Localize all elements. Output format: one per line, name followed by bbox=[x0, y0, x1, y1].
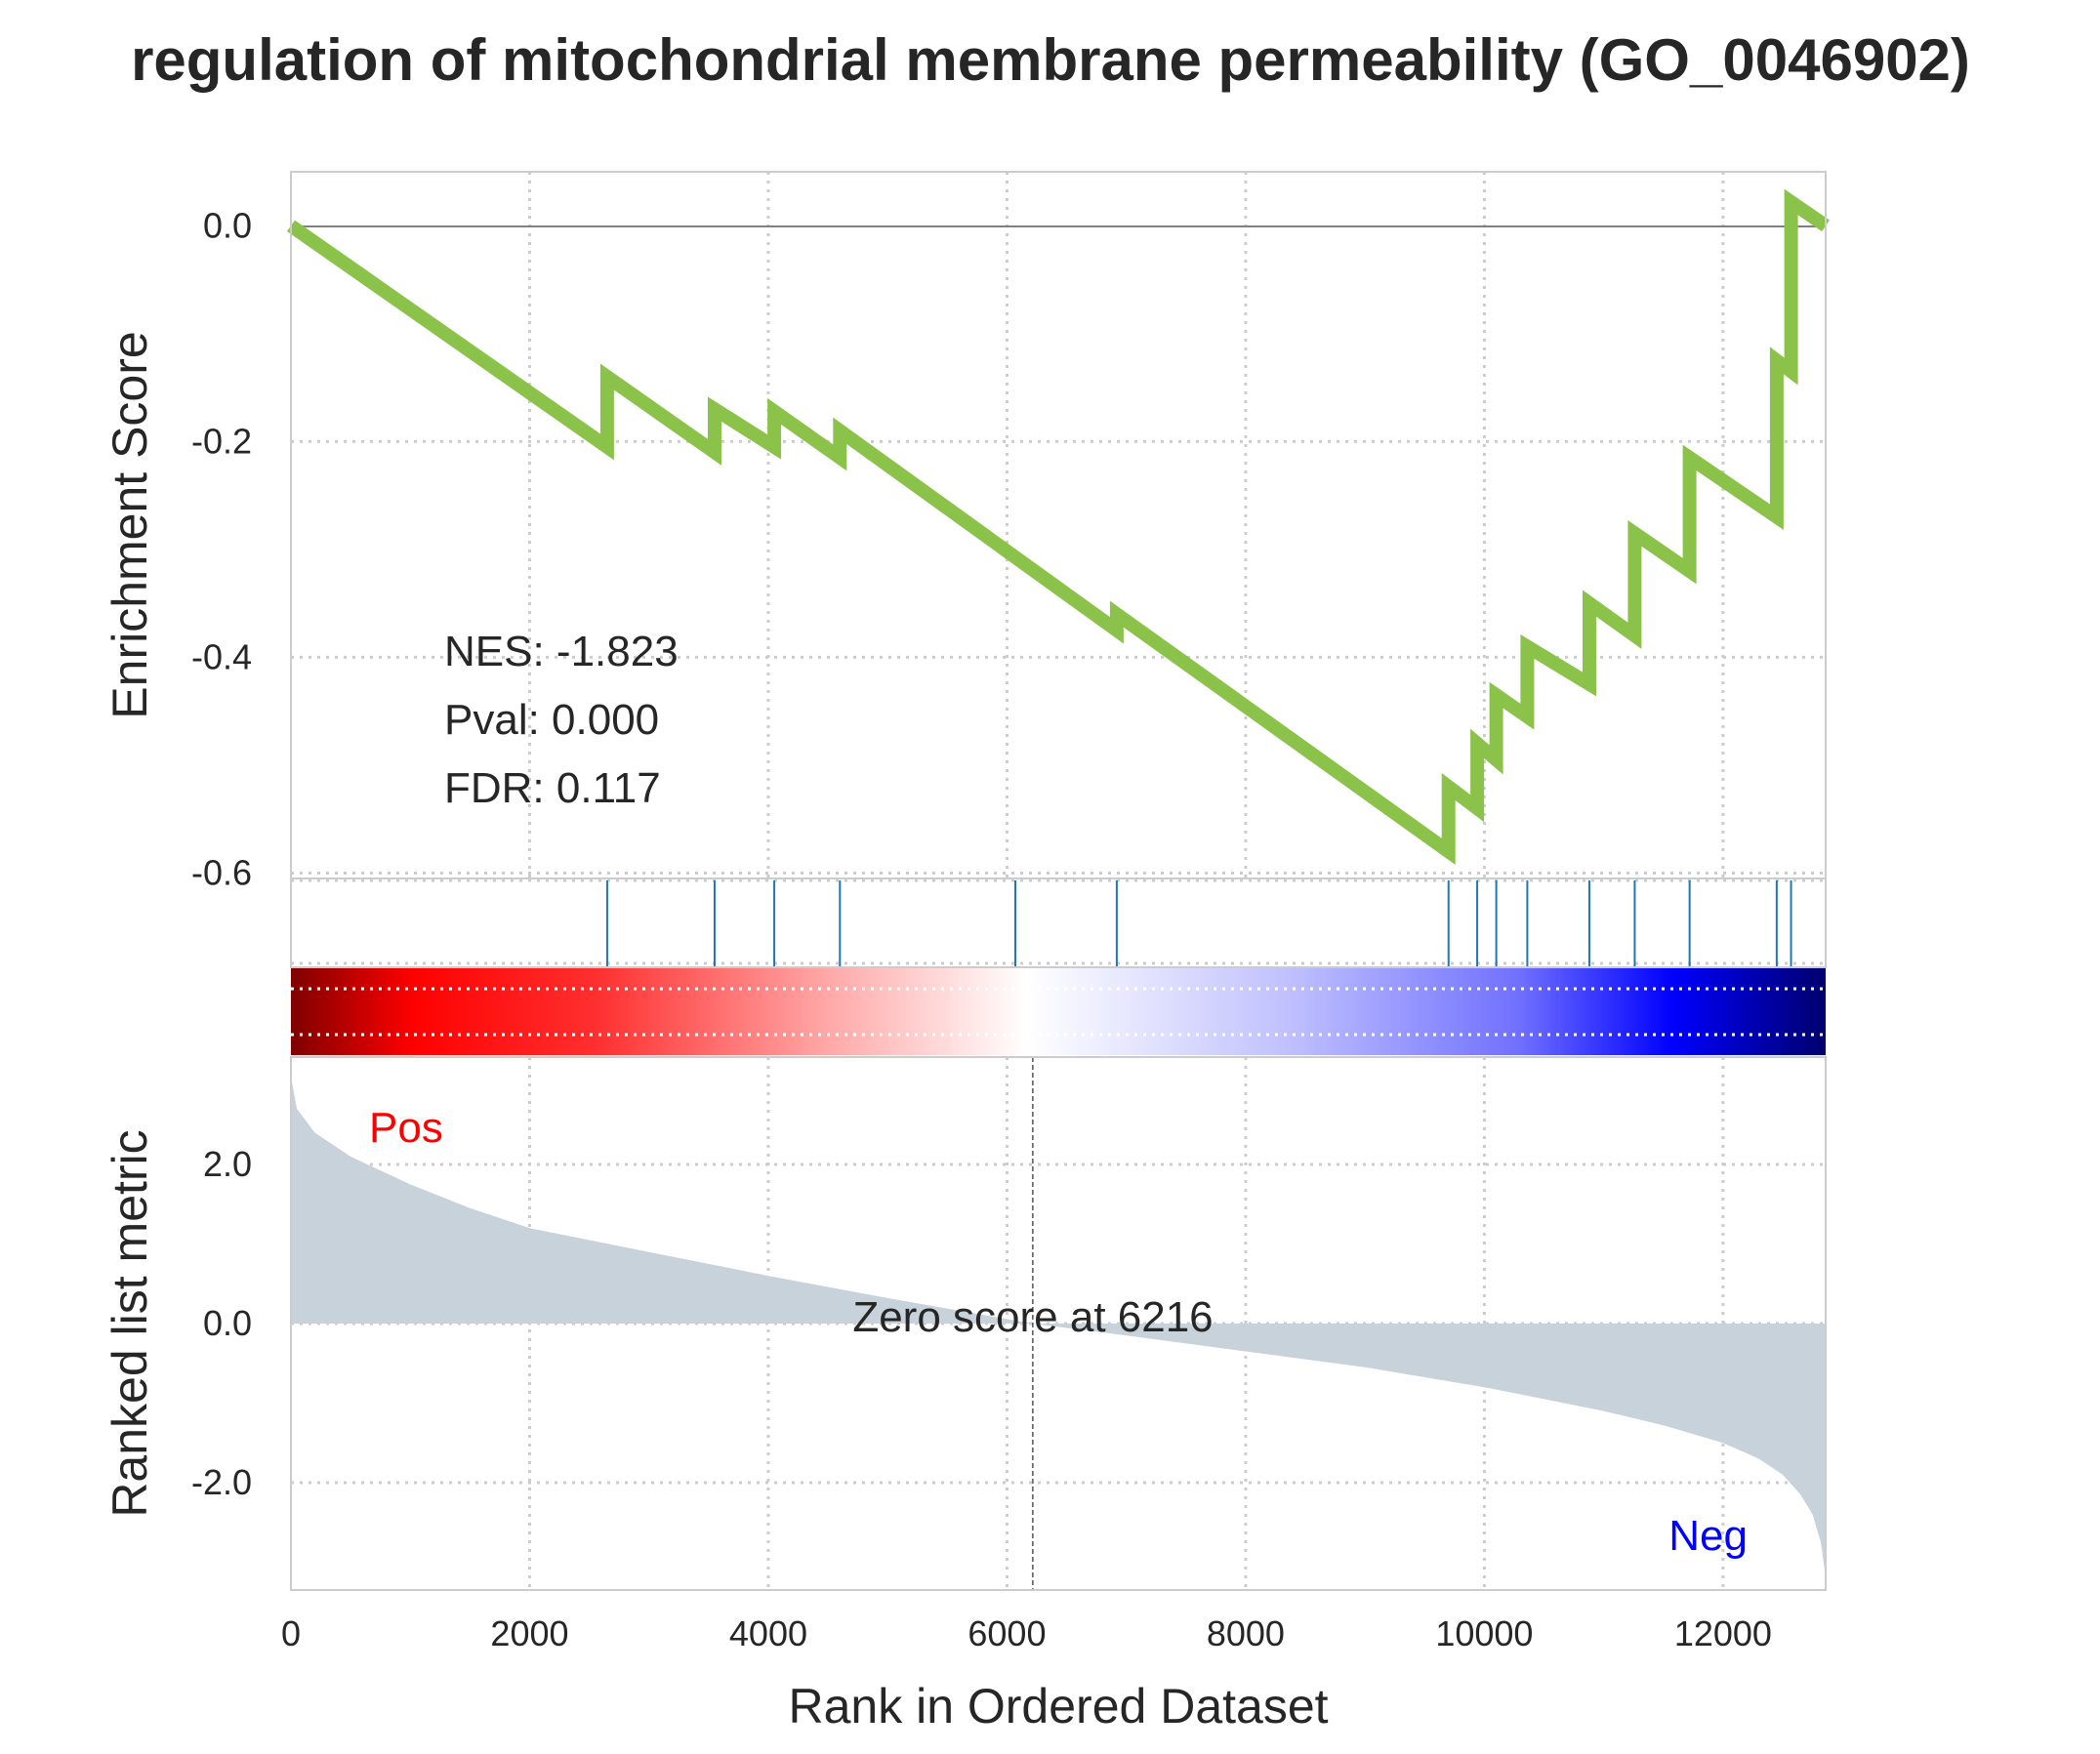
es-panel: 0.0 -0.2 -0.4 -0.6 Enrichment Score NES: -1… bbox=[103, 171, 1830, 892]
metric-y-tick-label: 2.0 bbox=[203, 1144, 252, 1184]
x-tick-label: 2000 bbox=[490, 1613, 568, 1653]
fdr-label: FDR: 0.117 bbox=[444, 764, 661, 812]
metric-y-axis-label: Ranked list metric bbox=[103, 1129, 157, 1517]
es-y-tick-label: 0.0 bbox=[203, 205, 252, 245]
hits-panel bbox=[290, 877, 1827, 968]
ranked-metric-area bbox=[291, 1077, 1826, 1578]
chart-title: regulation of mitochondrial membrane per… bbox=[131, 27, 1970, 93]
pval-label: Pval: 0.000 bbox=[444, 696, 659, 744]
hit-markers bbox=[605, 880, 1792, 966]
x-tick-label: 8000 bbox=[1207, 1613, 1285, 1653]
pos-label: Pos bbox=[369, 1104, 443, 1152]
neg-label: Neg bbox=[1668, 1512, 1748, 1560]
es-y-tick-label: -0.2 bbox=[191, 421, 252, 461]
es-y-tick-label: -0.6 bbox=[191, 852, 252, 892]
es-y-ticks: 0.0 -0.2 -0.4 -0.6 bbox=[191, 205, 252, 892]
x-tick-label: 12000 bbox=[1674, 1613, 1772, 1653]
x-tick-label: 4000 bbox=[729, 1613, 807, 1653]
es-y-axis-label: Enrichment Score bbox=[103, 331, 157, 718]
enrichment-score-line bbox=[286, 188, 1830, 866]
es-grid bbox=[291, 172, 1826, 878]
x-tick-label: 0 bbox=[281, 1613, 301, 1653]
metric-y-tick-label: 0.0 bbox=[203, 1303, 252, 1343]
nes-label: NES: -1.823 bbox=[444, 628, 679, 675]
x-axis-label: Rank in Ordered Dataset bbox=[788, 1679, 1328, 1734]
x-tick-label: 6000 bbox=[968, 1613, 1046, 1653]
hits-frame bbox=[290, 877, 1827, 968]
x-tick-label: 10000 bbox=[1435, 1613, 1533, 1653]
metric-panel: 2.0 0.0 -2.0 0 2000 4000 6000 8000 10000 12000 Z… bbox=[103, 1056, 1827, 1734]
rank-colorbar bbox=[291, 968, 1826, 1055]
es-y-tick-label: -0.4 bbox=[191, 636, 252, 676]
metric-x-ticks: 0 2000 4000 6000 8000 10000 12000 bbox=[281, 1613, 1772, 1653]
metric-y-ticks: 2.0 0.0 -2.0 bbox=[191, 1144, 252, 1502]
metric-y-tick-label: -2.0 bbox=[191, 1462, 252, 1502]
rank-gradient-bar bbox=[291, 968, 1826, 1055]
zero-score-label: Zero score at 6216 bbox=[852, 1293, 1213, 1341]
metric-frame bbox=[290, 1056, 1827, 1591]
